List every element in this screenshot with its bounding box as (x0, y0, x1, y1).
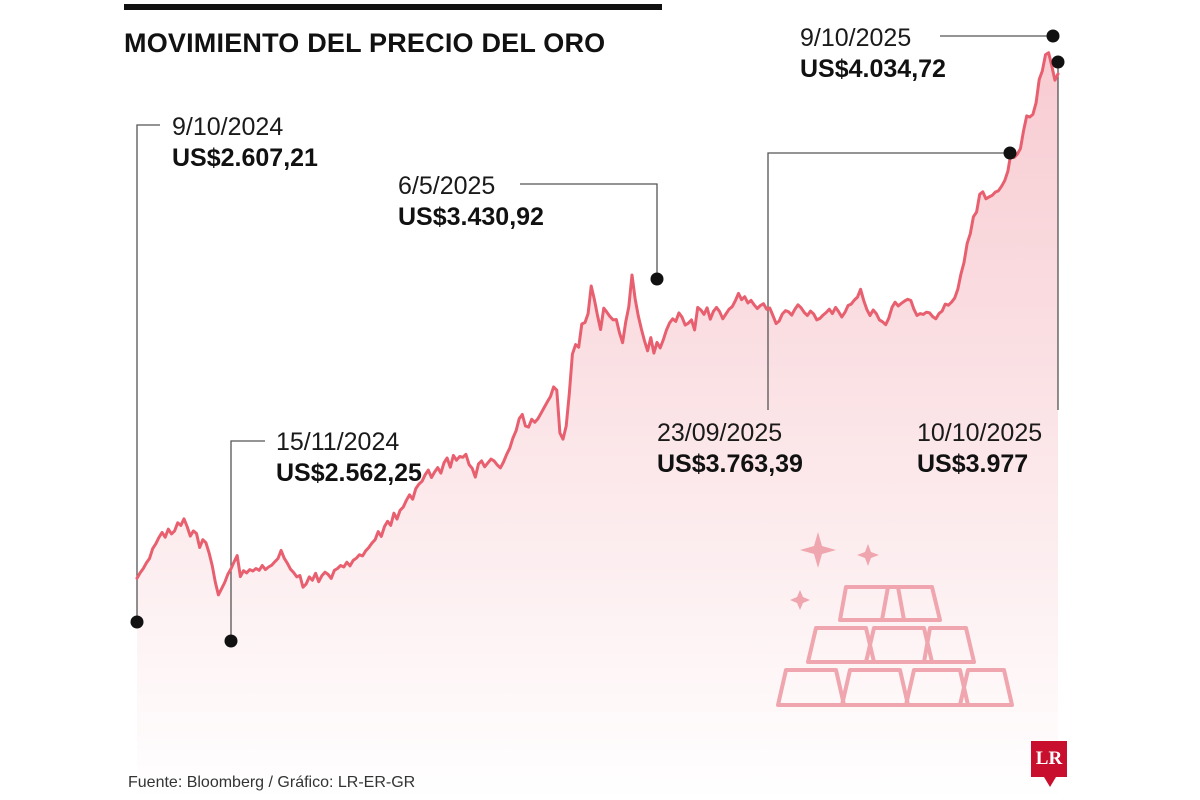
annotation-date: 10/10/2025 (917, 419, 1042, 447)
annotation-marker (1046, 29, 1060, 43)
chart-title: MOVIMIENTO DEL PRECIO DEL ORO (124, 28, 606, 58)
annotation-markers (130, 29, 1065, 648)
annotation-value: US$3.763,39 (657, 450, 803, 478)
annotation-leaders (136, 35, 1059, 641)
annotation-date: 15/11/2024 (276, 428, 399, 456)
price-area (137, 52, 1058, 800)
annotation-marker (224, 634, 238, 648)
annotation-value: US$4.034,72 (800, 55, 946, 83)
annotation-value: US$2.607,21 (172, 144, 318, 172)
annotation-marker (1051, 55, 1065, 69)
lr-logo-tail (1044, 777, 1056, 787)
annotation-date: 6/5/2025 (398, 172, 495, 200)
annotation-marker (130, 615, 144, 629)
annotation-leader (136, 124, 160, 622)
annotation-marker (1003, 146, 1017, 160)
annotation-leader (520, 183, 658, 279)
annotation-labels: 9/10/2024 US$2.607,21 15/11/2024 US$2.562,2… (172, 24, 1042, 487)
annotation-value: US$3.430,92 (398, 203, 544, 231)
annotation-date: 9/10/2025 (800, 24, 911, 52)
annotation-marker (650, 272, 664, 286)
annotation-date: 9/10/2024 (172, 113, 283, 141)
title-rule (124, 4, 662, 10)
lr-logo: LR (1031, 741, 1067, 777)
annotation-value: US$3.977 (917, 450, 1028, 478)
source-note: Fuente: Bloomberg / Gráfico: LR-ER-GR (128, 774, 416, 791)
annotation-value: US$2.562,25 (276, 459, 422, 487)
annotation-leader (767, 152, 1010, 410)
annotation-date: 23/09/2025 (657, 419, 782, 447)
price-line (135, 51, 1060, 597)
annotation-leader (230, 440, 265, 641)
gold-bars-icon (776, 532, 1014, 707)
